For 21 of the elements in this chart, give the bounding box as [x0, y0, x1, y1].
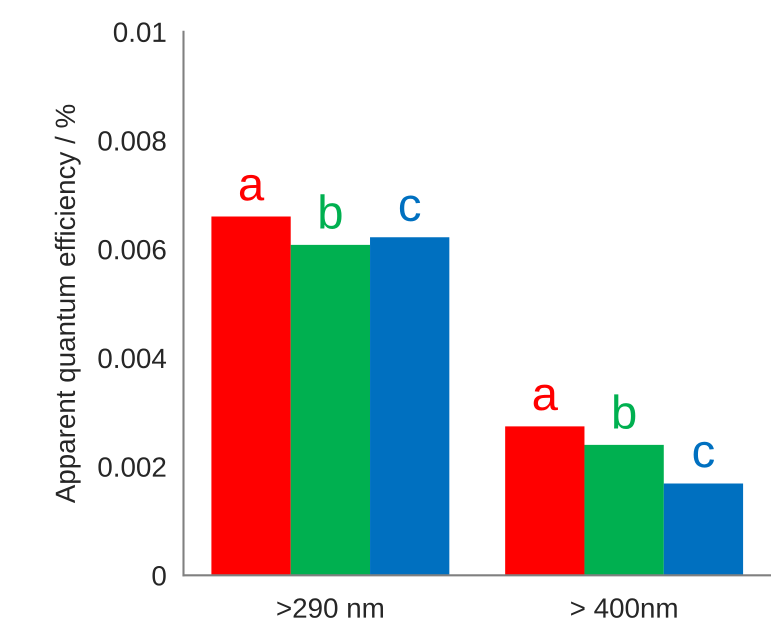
bar	[664, 483, 744, 576]
y-tick-label: 0.002	[98, 457, 166, 477]
y-tick-label: 0.008	[98, 131, 166, 151]
bar	[505, 426, 584, 576]
y-axis-title: Apparent quantum efficiency / %	[54, 104, 81, 504]
y-tick-label: 0.004	[98, 348, 166, 368]
y-tick-label: 0.006	[98, 240, 166, 260]
bar	[290, 244, 370, 576]
y-tick-label: 0	[152, 566, 166, 586]
series-label: c	[400, 195, 420, 222]
bar	[584, 444, 664, 576]
bar	[211, 216, 291, 576]
text: a	[534, 384, 558, 411]
y-tick-label: 0.01	[114, 22, 166, 42]
x-tick-label: > 400nm	[571, 598, 677, 618]
bar	[370, 237, 450, 576]
text: b	[614, 394, 636, 429]
x-tick-label: >290 nm	[277, 598, 383, 618]
text: c	[694, 442, 714, 468]
series-label: a	[240, 174, 264, 201]
series-label: b	[320, 194, 342, 229]
